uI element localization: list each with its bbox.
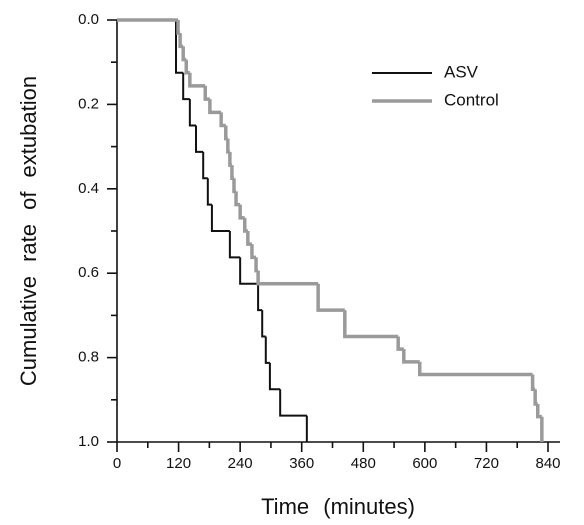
step-segment [246,231,252,246]
step-segment [210,204,230,232]
y-tick-label: 0.4 [78,180,99,197]
step-segment [232,178,237,194]
step-segment [239,257,259,285]
y-tick-label: 1.0 [78,433,99,450]
step-segment [188,99,197,127]
step-segment [533,389,538,406]
legend-label: ASV [444,62,479,81]
step-segment [195,125,204,153]
y-tick-label: 0.8 [78,349,99,366]
x-tick-label: 480 [351,455,376,472]
step-segment [206,178,212,206]
step-segment [257,283,263,312]
step-segment [176,20,181,35]
step-segment [316,283,345,312]
step-segment [535,404,542,419]
x-tick-label: 840 [535,455,560,472]
x-tick-label: 120 [166,455,191,472]
step-segment [268,362,281,391]
step-segment [530,374,536,391]
x-tick-label: 360 [289,455,314,472]
step-segment [238,204,245,220]
y-axis-label: Cumulative rate of extubation [16,76,41,386]
step-segment [219,112,226,128]
x-tick-label: 0 [113,455,121,472]
y-tick-label: 0.6 [78,264,99,281]
step-segment [402,349,420,364]
step-segment [228,151,232,167]
step-segment [279,389,307,417]
step-segment [184,59,190,75]
step-segment [224,125,228,141]
step-segment [234,191,241,207]
y-tick-label: 0.2 [78,95,99,112]
step-segment [203,85,210,101]
step-segment [182,72,190,101]
legend-label: Control [444,90,499,109]
step-segment [261,310,266,338]
step-segment [250,244,257,260]
step-segment [417,361,533,377]
step-segment [264,336,270,364]
step-segment [181,46,187,62]
step-segment [226,138,230,154]
step-segment [396,336,404,351]
x-tick-label: 240 [228,455,253,472]
step-segment [243,217,248,233]
step-segment [188,72,206,88]
x-axis-label: Time (minutes) [261,494,415,519]
y-tick-label: 0.0 [78,11,99,28]
step-segment [208,99,222,115]
step-segment [178,33,184,49]
x-tick-label: 600 [412,455,437,472]
step-segment [202,151,208,180]
step-segment [228,231,241,259]
x-tick-label: 720 [474,455,499,472]
step-segment [254,257,259,273]
step-segment [175,20,184,74]
step-segment [230,165,234,180]
step-segment [343,310,399,339]
step-segment [256,270,319,286]
